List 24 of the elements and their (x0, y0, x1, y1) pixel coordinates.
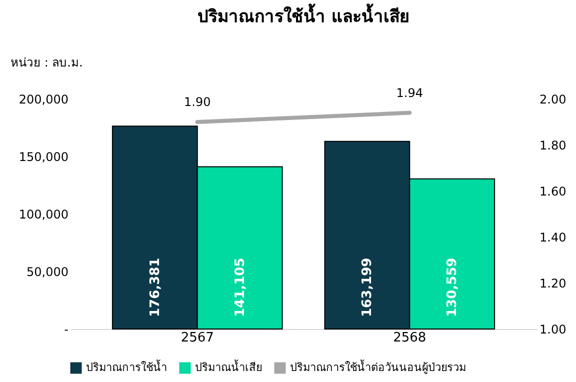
y2-tick-label: 1.80 (540, 138, 566, 152)
chart-title: ปริมาณการใช้น้ำ และน้ำเสีย (198, 3, 410, 27)
y-tick-label: 150,000 (18, 150, 68, 164)
y-tick-label: - (64, 322, 68, 336)
x-tick-label: 2567 (180, 330, 214, 346)
y2-tick-label: 2.00 (540, 92, 566, 106)
data-label: 163,199 (360, 258, 376, 317)
data-label: 176,381 (148, 258, 163, 317)
legend-label: ปริมาณน้ำเสีย (195, 359, 262, 374)
y2-tick-label: 1.40 (540, 230, 566, 244)
y-axis-title: หน่วย : ลบ.ม. (10, 56, 83, 70)
y-tick-label: 100,000 (18, 208, 68, 222)
y2-tick-label: 1.60 (540, 184, 566, 198)
x-tick-label: 2568 (393, 330, 426, 346)
y2-tick-label: 1.20 (540, 276, 566, 290)
legend-label: ปริมาณการใช้น้ำ (86, 359, 167, 374)
y-tick-label: 200,000 (18, 92, 68, 106)
data-label: 130,559 (445, 258, 460, 317)
y-tick-label: 50,000 (26, 265, 68, 279)
y2-tick-label: 1.00 (540, 322, 566, 336)
data-label: 1.94 (396, 86, 423, 100)
data-label: 1.90 (184, 95, 211, 109)
data-label: 141,105 (232, 258, 248, 317)
legend-label: ปริมาณการใช้น้ำต่อวันนอนผู้ป่วยรวม (290, 359, 466, 374)
